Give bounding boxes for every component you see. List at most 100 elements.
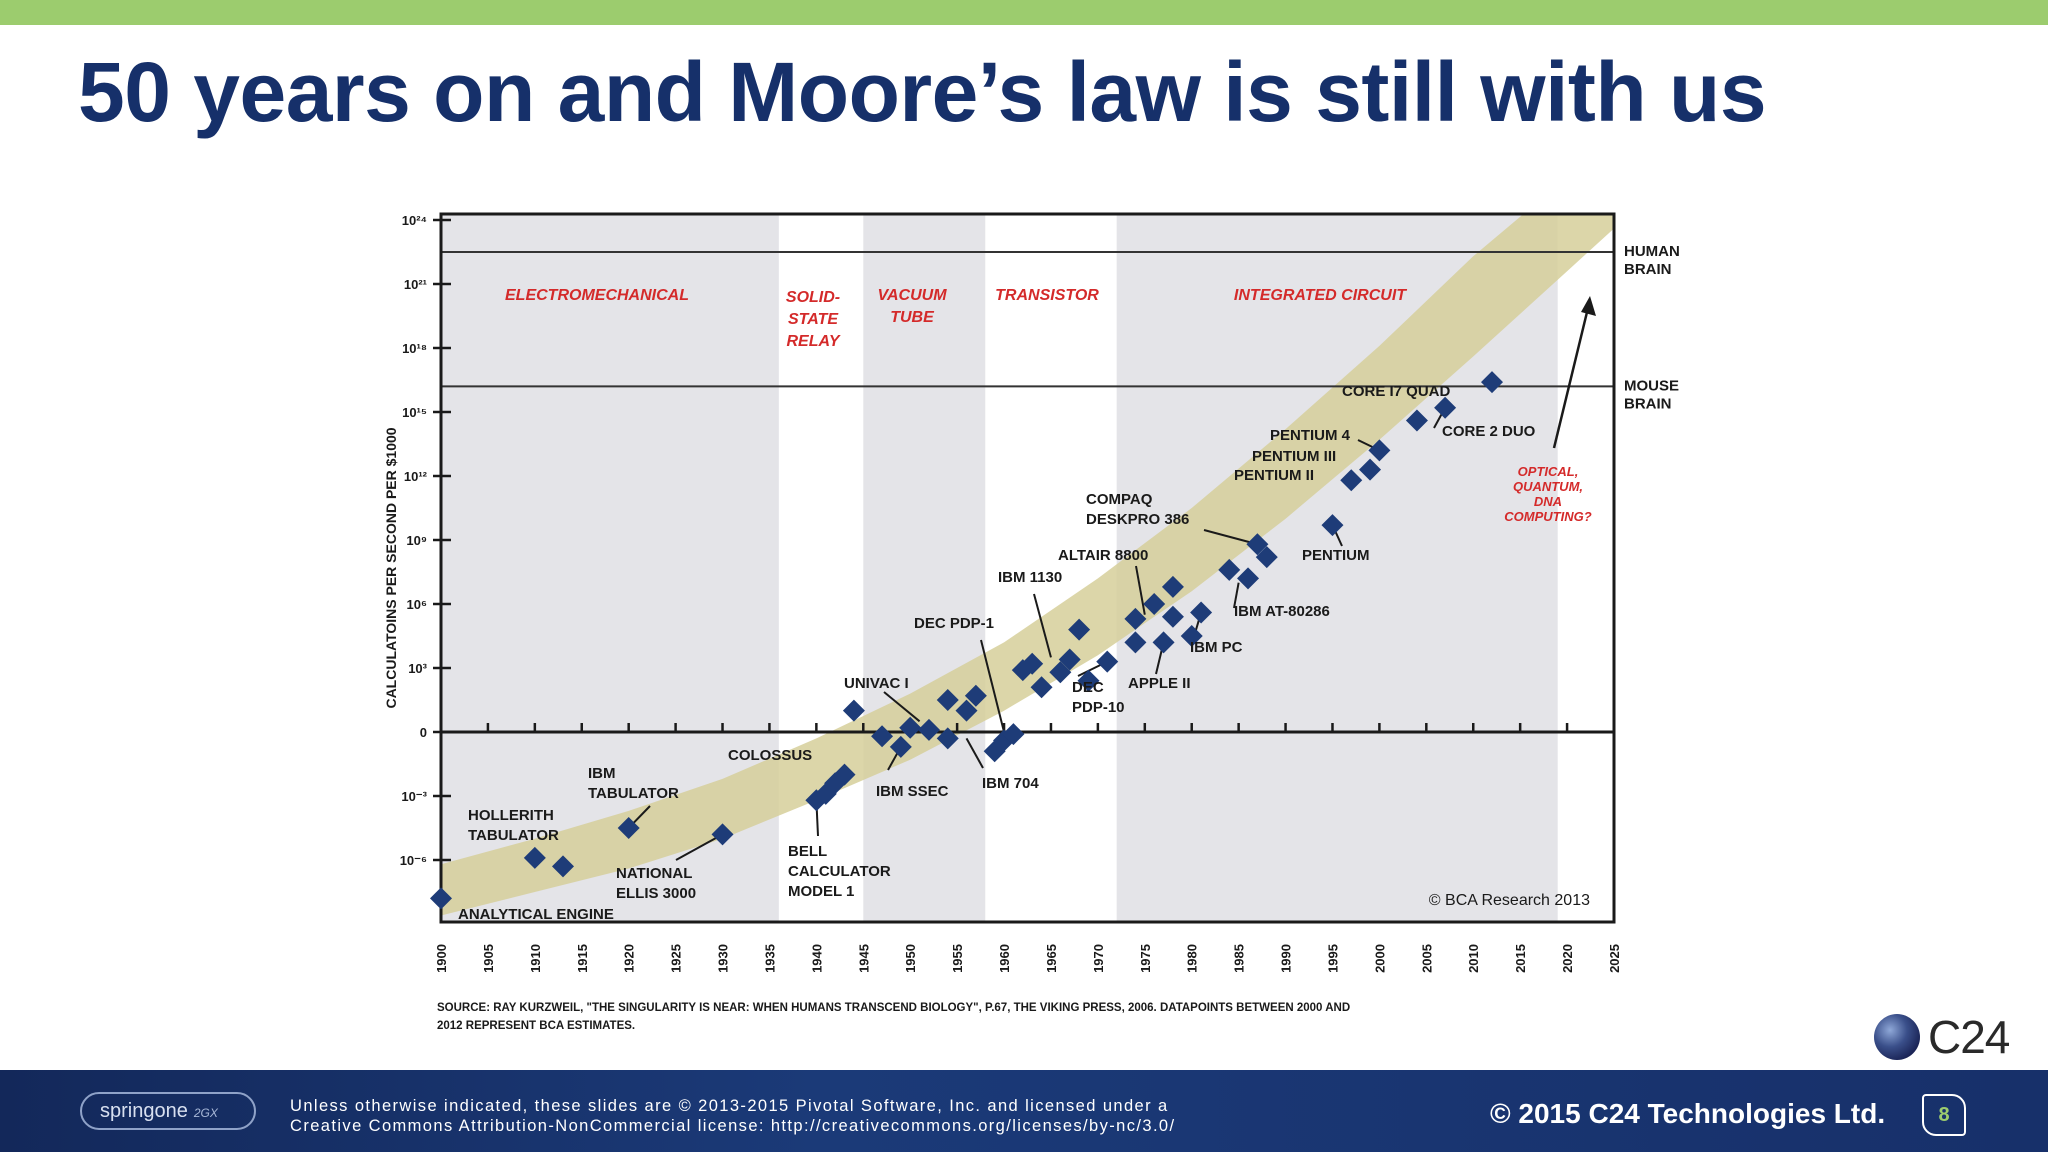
x-tick-label-1: 1905 [481,944,496,973]
license-line-1: Unless otherwise indicated, these slides… [290,1097,1169,1115]
data-point-4 [711,823,734,846]
x-tick-label-23: 2015 [1513,944,1528,973]
x-tick-label-14: 1970 [1091,944,1106,973]
data-point-27 [1077,669,1100,692]
x-tick-label-21: 2005 [1419,944,1434,973]
annotation-leader-4 [965,737,984,769]
data-point-3 [617,817,640,839]
data-point-14 [936,689,959,711]
x-tick-label-10: 1950 [903,944,918,973]
x-tick-label-17: 1985 [1232,944,1247,973]
data-point-39 [1246,533,1269,556]
era-label-2: VACUUM TUBE [877,287,947,326]
c24-logo-text: C24 [1928,1011,2010,1063]
data-point-16 [955,699,978,722]
data-point-37 [1218,558,1241,581]
annotation-label-3: NATIONAL ELLIS 3000 [616,865,696,902]
data-point-24 [1049,661,1072,684]
annotation-leader-2 [883,691,921,723]
x-tick-label-16: 1980 [1185,944,1200,973]
y-tick-label-3: 10³ [408,661,427,676]
data-point-13 [917,718,940,741]
moores-law-chart: ELECTROMECHANICAL SOLID-STATE RELAY VACUUM T… [383,212,1680,1032]
x-tick-label-15: 1975 [1138,944,1153,973]
era-label-4: INTEGRATED CIRCUIT [1234,287,1407,304]
annotation-label-16: COMPAQ DESKPRO 386 [1086,491,1189,528]
license-text: Unless otherwise indicated, these slides… [290,1096,1176,1136]
annotation-label-19: PENTIUM III [1252,448,1336,465]
data-point-22 [1021,652,1044,675]
annotation-label-1: HOLLERITH TABULATOR [468,807,559,844]
source-note: SOURCE: RAY KURZWEIL, "THE SINGULARITY I… [437,1002,1350,1032]
x-tick-label-12: 1960 [997,944,1012,973]
x-tick-label-2: 1910 [528,944,543,973]
data-point-23 [1030,676,1053,699]
annotation-label-11: DEC PDP-10 [1072,679,1125,716]
annotation-label-6: UNIVAC I [844,675,909,692]
annotation-label-9: DEC PDP-1 [914,615,994,632]
data-point-44 [1368,439,1391,462]
springone-logo-sub: 2GX [193,1106,218,1120]
x-tick-label-24: 2020 [1560,944,1575,973]
footer: springone 2GX Unless otherwise indicated,… [0,1070,2048,1152]
x-tick-label-3: 1915 [575,944,590,973]
data-point-34 [1161,575,1184,598]
future-arrow-line [1552,307,1590,449]
data-point-43 [1359,458,1382,481]
era-label-0: ELECTROMECHANICAL [505,287,689,304]
era-shade-2 [863,214,986,922]
annotation-label-18: PENTIUM II [1234,467,1314,484]
annotation-label-23: OPTICAL, QUANTUM, DNA COMPUTING? [1504,464,1591,524]
data-point-36 [1190,601,1213,624]
annotation-label-17: PENTIUM [1302,547,1370,564]
slide-title: 50 years on and Moore’s law is still wit… [78,45,1767,139]
data-point-35 [1180,625,1203,647]
x-tick-label-11: 1955 [950,944,965,973]
x-tick-label-5: 1925 [669,944,684,973]
annotation-label-22: CORE I7 QUAD [1342,383,1451,400]
x-tick-label-13: 1965 [1044,944,1059,973]
y-tick-label-10: 10²⁴ [402,213,427,228]
copyright-text: © 2015 C24 Technologies Ltd. [1490,1098,1886,1129]
top-accent-stripe [0,0,2048,25]
data-point-11 [889,735,912,758]
c24-logo: C24 [1874,1010,2024,1064]
x-tick-label-7: 1935 [762,944,777,973]
x-tick-label-4: 1920 [622,944,637,973]
data-point-26 [1068,618,1091,641]
springone-logo-text: springone [100,1100,188,1122]
annotation-label-15: IBM AT-80286 [1234,603,1330,620]
trend-band [441,214,1614,916]
x-tick-label-20: 2000 [1372,944,1387,973]
annotation-label-13: APPLE II [1128,675,1191,692]
data-point-47 [1481,371,1504,394]
annotation-leader-0 [1033,593,1052,658]
data-point-41 [1321,514,1344,537]
annotation-leader-1 [980,639,1006,733]
x-tick-label-6: 1930 [716,944,731,973]
y-tick-label-0: 10⁻⁶ [400,853,427,868]
y-tick-label-5: 10⁹ [406,533,427,548]
springone-logo: springone 2GX [80,1092,256,1130]
annotation-label-2: IBM TABULATOR [588,765,679,802]
y-tick-label-1: 10⁻³ [401,789,427,804]
y-tick-label-7: 10¹⁵ [402,405,427,420]
y-tick-label-8: 10¹⁸ [402,341,427,356]
annotation-label-14: IBM PC [1190,639,1243,656]
y-tick-label-6: 10¹² [404,469,428,484]
era-label-3: TRANSISTOR [995,287,1099,304]
y-tick-label-4: 10⁶ [407,597,427,612]
data-point-28 [1096,650,1119,673]
data-point-2 [551,855,574,878]
y-axis-label: CALCULATOINS PER SECOND PER $1000 [383,427,399,708]
x-tick-label-0: 1900 [434,944,449,973]
annotation-leader-16 [1135,565,1146,615]
reference-label-1: MOUSE BRAIN [1624,377,1679,412]
data-point-32 [1152,631,1175,654]
y-tick-label-9: 10²¹ [404,277,427,292]
x-tick-label-8: 1940 [809,944,824,973]
data-point-33 [1161,605,1184,628]
x-tick-label-9: 1945 [856,944,871,973]
data-point-45 [1405,409,1428,432]
data-point-9 [842,699,865,722]
